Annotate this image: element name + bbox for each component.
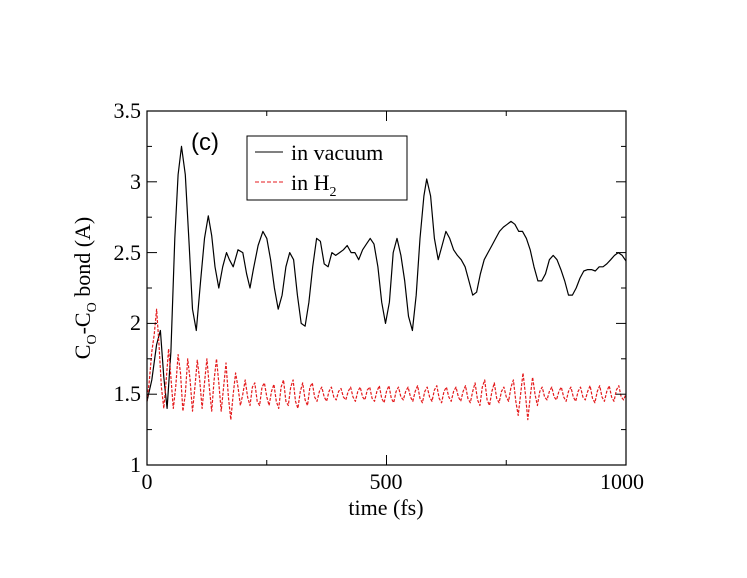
y-axis-label-part-3: bond (A) [70,217,95,303]
legend-label-vacuum: in vacuum [291,140,383,165]
x-tick-label-0: 0 [142,469,153,494]
plot-frame [146,110,627,466]
y-tick-label-2-5: 2.5 [114,240,142,265]
x-tick-label-500: 500 [370,469,403,494]
y-tick-label-3: 3 [130,169,141,194]
y-axis-label-part-1: C [70,345,95,360]
y-axis-label-part-2: -C [70,312,95,334]
y-tick-label-1-5: 1.5 [114,381,142,406]
series-line-vacuum [146,145,627,409]
legend: in vacuum in H2 [246,135,408,201]
legend-label-h2-sub: 2 [330,185,337,200]
series-line-h2 [146,308,627,421]
y-tick-labels: 1 1.5 2 2.5 3 3.5 [114,98,142,477]
legend-label-h2-main: in H [291,170,330,195]
x-tick-label-1000: 1000 [600,469,644,494]
legend-box [246,135,408,201]
y-tick-label-2: 2 [130,310,141,335]
panel-label: (c) [191,129,219,156]
y-axis-label-sub-1: O [85,334,100,344]
x-tick-labels: 0 500 1000 [142,469,645,494]
y-tick-label-1: 1 [130,452,141,477]
series-layer [146,145,627,421]
y-axis-label: CO-CO bond (A) [70,217,100,359]
legend-label-h2: in H2 [291,170,337,200]
x-axis-label: time (fs) [348,495,423,520]
y-axis-label-sub-2: O [85,302,100,312]
y-tick-label-3-5: 3.5 [114,98,142,123]
